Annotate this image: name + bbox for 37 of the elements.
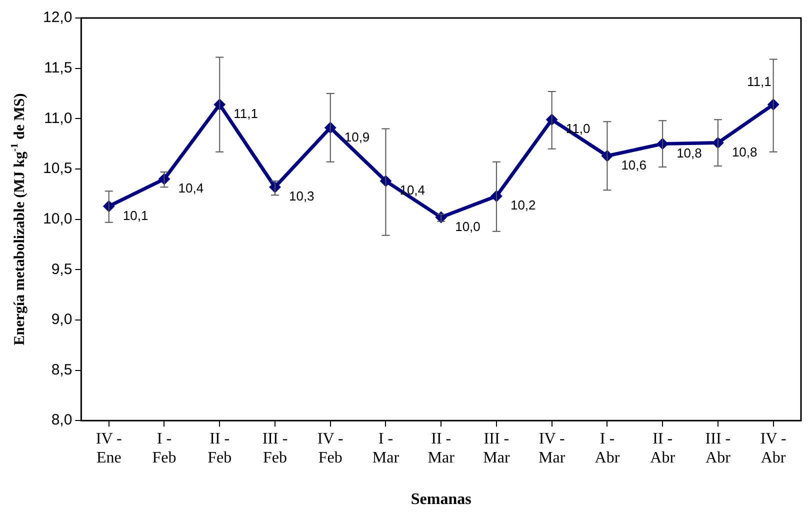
x-tick-label: IV - Feb <box>317 430 344 467</box>
data-label: 10,4 <box>400 182 426 198</box>
y-tick-label: 11,5 <box>44 59 72 76</box>
x-tick-label: II - Feb <box>208 430 232 467</box>
data-label: 10,9 <box>344 129 370 144</box>
y-axis-title: Energía metabolizable (MJ kg-1 de MS) <box>9 93 28 346</box>
y-tick-label: 10,5 <box>42 160 72 178</box>
y-tick-label: 9,5 <box>51 260 72 278</box>
data-label: 10,2 <box>510 198 536 213</box>
y-tick-label: 8,0 <box>51 412 72 429</box>
x-tick-label: III - Feb <box>262 430 288 467</box>
data-label: 11,1 <box>234 106 258 122</box>
data-label: 10,8 <box>676 145 702 160</box>
data-label: 10,6 <box>621 157 647 172</box>
y-tick-label: 11,0 <box>44 110 72 127</box>
x-tick-label: IV - Ene <box>96 430 122 467</box>
x-tick-label: III - Abr <box>705 430 732 467</box>
x-tick-label: I - Feb <box>152 430 176 467</box>
data-label: 11,0 <box>566 121 590 136</box>
x-tick-label: IV - Mar <box>538 430 566 467</box>
x-tick-label: IV - Abr <box>760 430 786 467</box>
data-label: 10,0 <box>455 218 480 234</box>
y-tick-label: 9,0 <box>51 311 72 328</box>
x-axis-title: Semanas <box>410 491 472 508</box>
x-tick-label: I - Abr <box>594 430 620 467</box>
x-tick-label: II - Abr <box>650 430 676 467</box>
y-tick-label: 12,0 <box>42 9 72 26</box>
y-tick-label: 10,0 <box>42 210 72 228</box>
data-label: 11,1 <box>746 74 772 90</box>
data-label: 10,3 <box>288 188 314 204</box>
x-tick-label: I - Mar <box>372 430 400 467</box>
x-tick-label: III - Mar <box>483 430 510 467</box>
x-tick-label: II - Mar <box>428 430 456 467</box>
data-label: 10,8 <box>732 144 758 160</box>
data-label: 10,4 <box>178 180 204 196</box>
data-label: 10,1 <box>122 208 148 223</box>
y-tick-label: 8,5 <box>51 361 72 378</box>
